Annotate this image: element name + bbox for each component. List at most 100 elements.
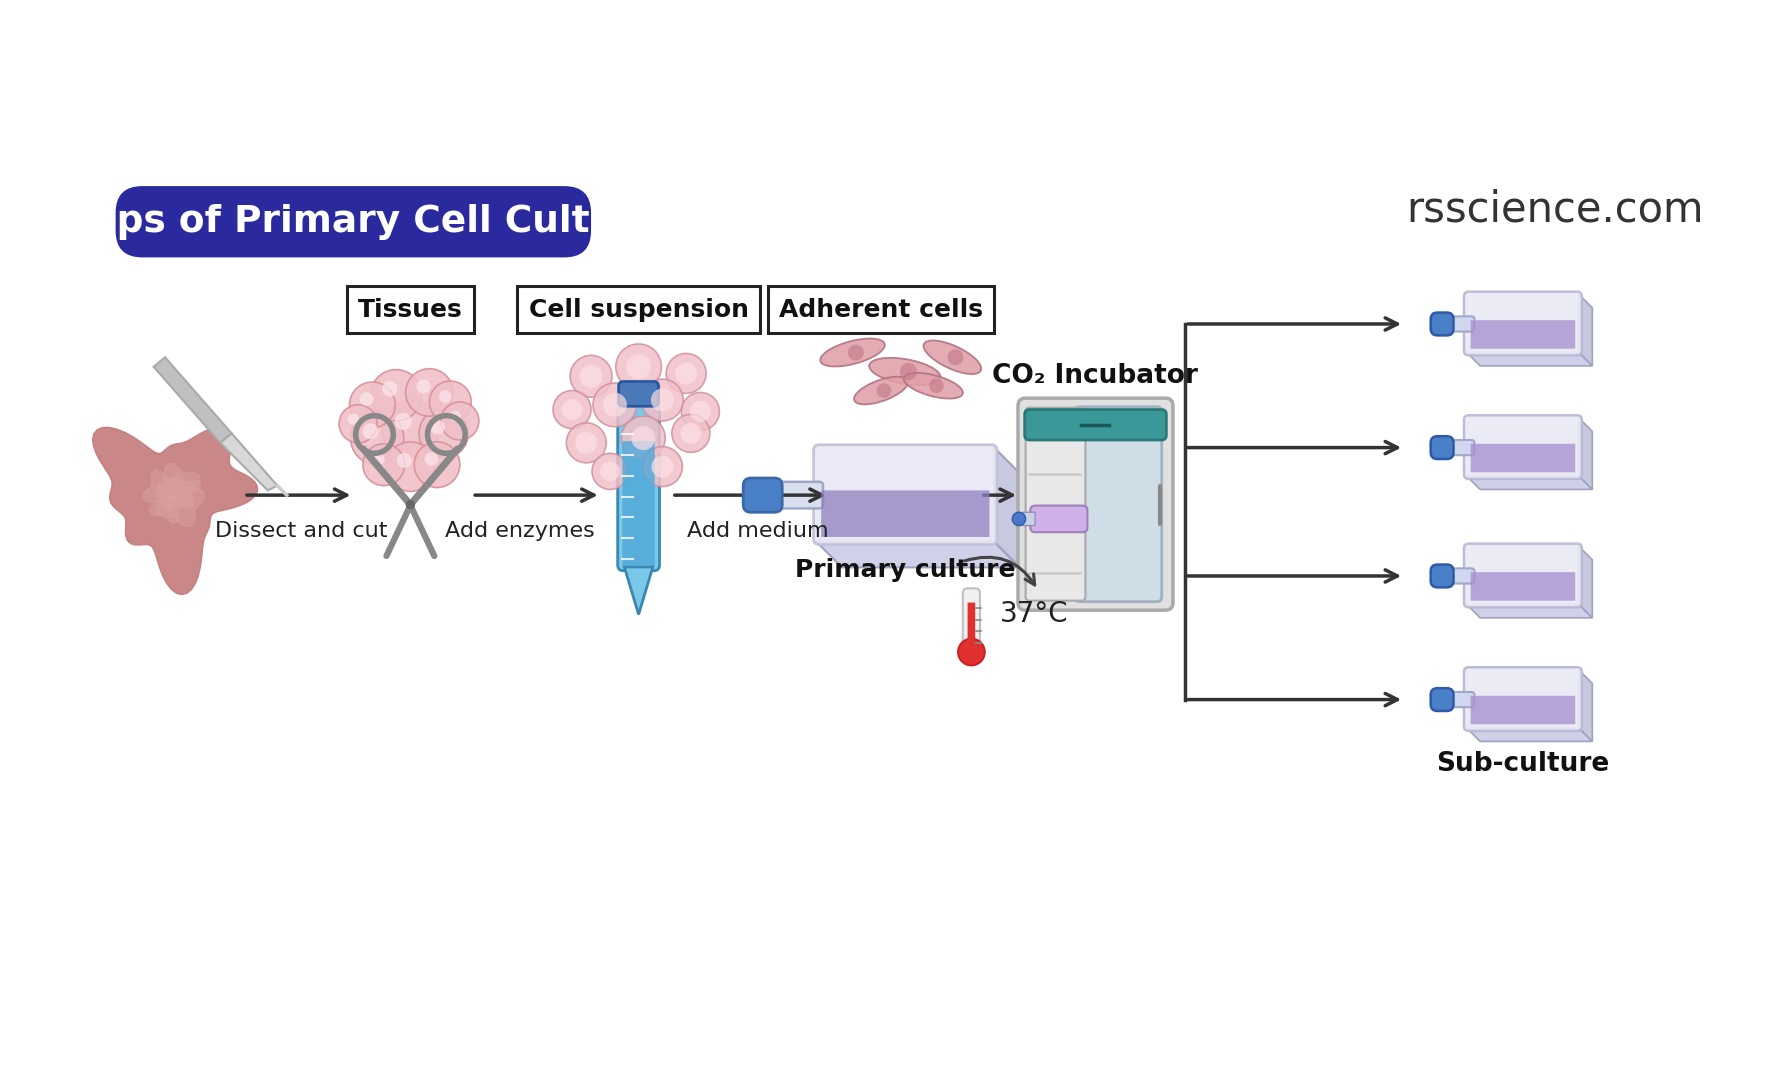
Circle shape (339, 405, 378, 443)
Circle shape (642, 379, 683, 421)
FancyBboxPatch shape (1030, 505, 1087, 532)
FancyBboxPatch shape (968, 603, 975, 650)
Circle shape (929, 379, 943, 393)
Circle shape (387, 442, 434, 491)
Circle shape (429, 381, 472, 423)
Polygon shape (624, 567, 652, 615)
Circle shape (406, 369, 454, 416)
FancyBboxPatch shape (773, 482, 823, 509)
Text: Tissues: Tissues (358, 297, 463, 322)
FancyBboxPatch shape (1018, 398, 1174, 611)
Circle shape (603, 393, 628, 416)
Polygon shape (149, 486, 186, 524)
Text: Cell suspension: Cell suspension (528, 297, 748, 322)
Ellipse shape (869, 357, 940, 385)
Polygon shape (1466, 353, 1592, 366)
Polygon shape (156, 479, 204, 527)
Circle shape (424, 452, 438, 466)
FancyBboxPatch shape (1431, 564, 1454, 587)
Polygon shape (92, 427, 257, 594)
Circle shape (395, 413, 411, 430)
FancyBboxPatch shape (1431, 437, 1454, 459)
FancyBboxPatch shape (622, 441, 654, 565)
Circle shape (690, 401, 711, 422)
Circle shape (371, 369, 422, 421)
Circle shape (372, 453, 385, 466)
Text: Steps of Primary Cell Culture: Steps of Primary Cell Culture (46, 204, 661, 239)
FancyBboxPatch shape (1470, 444, 1574, 472)
Circle shape (676, 363, 697, 384)
Circle shape (363, 444, 404, 486)
FancyBboxPatch shape (1470, 695, 1574, 724)
Circle shape (562, 399, 583, 420)
Circle shape (349, 382, 395, 428)
Circle shape (615, 344, 661, 389)
Polygon shape (154, 464, 200, 508)
Circle shape (348, 413, 360, 425)
Circle shape (381, 381, 397, 397)
Circle shape (418, 409, 468, 458)
Circle shape (631, 426, 656, 450)
FancyBboxPatch shape (617, 400, 660, 571)
Circle shape (599, 461, 621, 482)
FancyBboxPatch shape (1445, 440, 1475, 455)
Circle shape (406, 500, 415, 510)
Circle shape (431, 420, 445, 435)
FancyBboxPatch shape (1464, 415, 1582, 479)
Polygon shape (1466, 476, 1592, 489)
Circle shape (901, 363, 917, 380)
Circle shape (415, 442, 459, 487)
FancyBboxPatch shape (963, 588, 980, 653)
FancyBboxPatch shape (1431, 688, 1454, 711)
Text: Adherent cells: Adherent cells (778, 297, 982, 322)
FancyBboxPatch shape (1025, 408, 1085, 601)
Circle shape (1012, 512, 1025, 526)
Text: rsscience.com: rsscience.com (1406, 189, 1704, 231)
FancyBboxPatch shape (1464, 292, 1582, 355)
Text: 37°C: 37°C (1000, 600, 1069, 628)
Circle shape (651, 456, 674, 477)
Circle shape (642, 446, 683, 486)
Ellipse shape (904, 373, 963, 398)
Ellipse shape (924, 340, 980, 374)
FancyBboxPatch shape (814, 444, 996, 545)
Text: Primary culture: Primary culture (794, 558, 1016, 583)
Circle shape (947, 350, 963, 365)
Circle shape (667, 353, 706, 394)
FancyBboxPatch shape (1445, 317, 1475, 332)
Text: Add medium: Add medium (686, 521, 828, 541)
Polygon shape (1580, 418, 1592, 489)
Circle shape (360, 393, 374, 406)
FancyBboxPatch shape (1470, 320, 1574, 349)
Circle shape (574, 431, 598, 454)
FancyBboxPatch shape (821, 490, 989, 536)
Polygon shape (1466, 729, 1592, 741)
Circle shape (440, 391, 452, 403)
Ellipse shape (821, 338, 885, 367)
Circle shape (417, 380, 431, 394)
Circle shape (381, 400, 440, 457)
Circle shape (847, 344, 863, 361)
Ellipse shape (855, 377, 908, 405)
Polygon shape (995, 447, 1019, 568)
FancyBboxPatch shape (1074, 407, 1161, 602)
Circle shape (397, 453, 411, 468)
FancyBboxPatch shape (619, 382, 658, 407)
Circle shape (553, 391, 590, 428)
Circle shape (681, 393, 720, 430)
Circle shape (580, 365, 603, 387)
Text: Dissect and cut: Dissect and cut (215, 521, 387, 541)
FancyBboxPatch shape (1464, 667, 1582, 731)
FancyBboxPatch shape (1431, 312, 1454, 336)
Circle shape (651, 388, 674, 412)
Text: Add enzymes: Add enzymes (445, 521, 594, 541)
Polygon shape (167, 473, 200, 508)
Circle shape (876, 383, 892, 398)
FancyBboxPatch shape (1025, 410, 1167, 440)
Circle shape (622, 416, 665, 460)
Circle shape (592, 453, 628, 489)
Circle shape (566, 423, 606, 462)
Polygon shape (1580, 671, 1592, 741)
Polygon shape (1580, 546, 1592, 618)
FancyBboxPatch shape (115, 186, 590, 258)
